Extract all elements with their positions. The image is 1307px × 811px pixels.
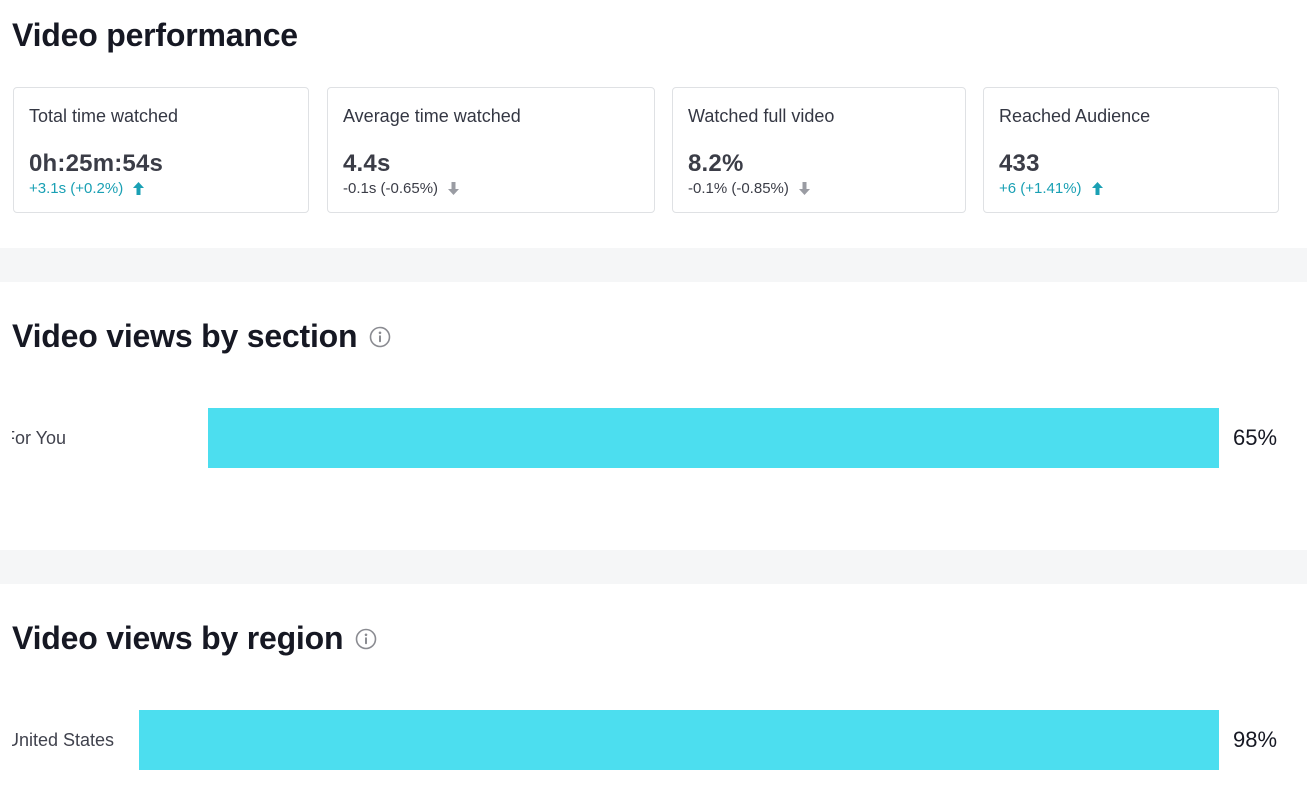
bar-united-states[interactable]: [139, 710, 1219, 770]
metric-delta: +6 (+1.41%): [999, 180, 1103, 197]
metric-delta: +3.1s (+0.2%): [29, 180, 145, 197]
metric-value: 4.4s: [343, 150, 391, 177]
views-by-section: Video views by section For You 65%: [0, 282, 1307, 550]
bar-for-you[interactable]: [208, 408, 1219, 468]
metric-delta: -0.1s (-0.65%): [343, 180, 460, 197]
arrow-down-icon: [448, 182, 460, 195]
arrow-up-icon: [133, 182, 145, 195]
bar-track: [208, 408, 1219, 468]
views-by-region-title-text: Video views by region: [12, 620, 344, 656]
metric-card-watched-full[interactable]: Watched full video 8.2% -0.1% (-0.85%): [672, 87, 966, 213]
metric-card-reached-audience[interactable]: Reached Audience 433 +6 (+1.41%): [983, 87, 1279, 213]
bar-label-for-you: For You: [12, 428, 192, 449]
section-divider: [0, 550, 1307, 584]
metric-label: Total time watched: [29, 106, 179, 126]
metric-label: Watched full video: [688, 106, 835, 126]
metric-card-average-time[interactable]: Average time watched 4.4s -0.1s (-0.65%): [327, 87, 655, 213]
bar-value-label: 65%: [1233, 425, 1278, 450]
section-divider: [0, 248, 1307, 282]
metric-delta-text: -0.1s (-0.65%): [343, 180, 439, 197]
metric-value: 8.2%: [688, 150, 744, 177]
bar-label-text: For You: [12, 428, 67, 448]
views-by-section-title-text: Video views by section: [12, 318, 358, 354]
views-by-region-title: Video views by region: [12, 620, 377, 657]
bar-label-text: United States: [12, 730, 115, 750]
arrow-down-icon: [798, 182, 810, 195]
video-performance-section: Video performance Total time watched 0h:…: [0, 0, 1307, 248]
metric-label: Average time watched: [343, 106, 521, 126]
metric-value: 0h:25m:54s: [29, 150, 164, 177]
arrow-up-icon: [1091, 182, 1103, 195]
info-icon[interactable]: [355, 628, 377, 650]
bar-label-united-states: United States: [12, 730, 132, 751]
bar-value-label: 98%: [1233, 727, 1278, 752]
metric-delta-text: -0.1% (-0.85%): [688, 180, 789, 197]
metric-card-total-time[interactable]: Total time watched 0h:25m:54s +3.1s (+0.…: [13, 87, 309, 213]
metric-delta: -0.1% (-0.85%): [688, 180, 810, 197]
views-by-region: Video views by region United States 98%: [0, 584, 1307, 811]
video-performance-title: Video performance: [12, 17, 298, 53]
info-icon[interactable]: [369, 326, 391, 348]
metric-label: Reached Audience: [999, 106, 1151, 126]
bar-track: [139, 710, 1219, 770]
views-by-section-title: Video views by section: [12, 318, 391, 355]
metric-value: 433: [999, 150, 1040, 177]
metric-delta-text: +6 (+1.41%): [999, 180, 1082, 197]
metric-delta-text: +3.1s (+0.2%): [29, 180, 124, 197]
